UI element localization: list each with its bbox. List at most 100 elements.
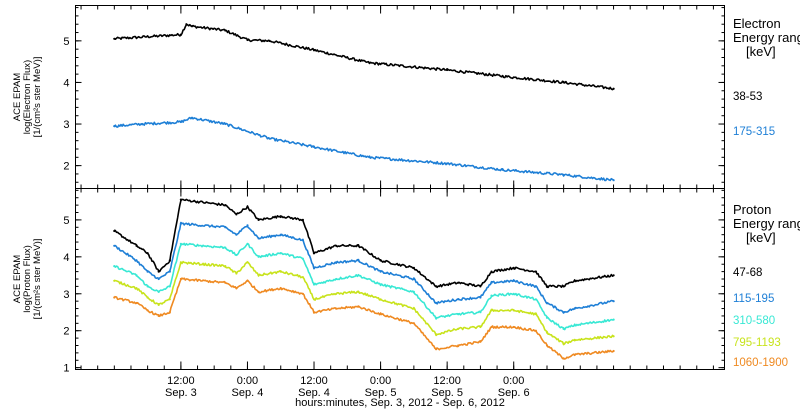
proton-point xyxy=(435,301,438,305)
proton-ylabel-line-3: [1/(cm²s ster MeV)] xyxy=(32,239,43,320)
proton-ytick-label-1: 1 xyxy=(63,363,69,375)
proton-point xyxy=(312,298,316,301)
proton-point xyxy=(573,324,576,327)
x-axis-label: hours:minutes, Sep. 3, 2012 - Sep. 6, 20… xyxy=(295,397,505,409)
proton-point xyxy=(168,311,171,314)
proton-point xyxy=(335,307,338,310)
proton-point xyxy=(113,229,116,233)
proton-y-label: ACE EPAM log(Proton Flux) [1/(cm²s ster … xyxy=(12,239,43,320)
electron-point xyxy=(179,120,182,124)
proton-point xyxy=(490,325,493,329)
proton-point xyxy=(457,327,460,330)
proton-point xyxy=(457,281,460,284)
proton-point xyxy=(335,244,338,247)
electron-point xyxy=(141,122,144,126)
electron-point xyxy=(268,137,271,140)
proton-ytick-label-4: 4 xyxy=(63,252,69,264)
proton-point xyxy=(113,279,116,282)
proton-point xyxy=(545,285,549,288)
proton-point xyxy=(573,307,576,310)
electron-ylabel-line-1: ACE EPAM xyxy=(12,73,23,121)
proton-legend-entry-3: 310-580 xyxy=(733,315,775,327)
proton-ytick-label-2: 2 xyxy=(63,326,69,338)
proton-series-group xyxy=(113,198,615,360)
proton-point xyxy=(257,274,260,277)
electron-point xyxy=(246,38,249,42)
proton-point xyxy=(534,329,538,332)
electron-ylabel-line-3: [1/(cm²s ster MeV)] xyxy=(32,57,43,138)
proton-point xyxy=(168,270,171,273)
electron-legend-title: Electron xyxy=(733,16,781,31)
proton-legend-entry-4: 795-1193 xyxy=(733,337,781,349)
proton-point xyxy=(146,252,149,255)
electron-series-38-53 xyxy=(113,23,615,91)
electron-point xyxy=(446,68,449,72)
proton-series-115-195 xyxy=(113,221,615,314)
proton-point xyxy=(224,204,227,207)
proton-point xyxy=(335,292,338,295)
xtick-time-label-1: 0:00 xyxy=(237,375,258,387)
proton-point xyxy=(562,311,565,314)
proton-point xyxy=(612,300,615,303)
proton-point xyxy=(562,342,565,345)
proton-point xyxy=(257,237,260,240)
electron-legend-unit: [keV] xyxy=(746,44,776,59)
proton-point xyxy=(301,218,304,221)
proton-point xyxy=(357,305,360,308)
proton-point xyxy=(279,215,282,218)
xtick-date-label-1: Sep. 4 xyxy=(232,387,264,399)
xtick-time-label-0: 12:00 xyxy=(167,375,195,387)
proton-point xyxy=(235,287,238,290)
proton-point xyxy=(179,198,182,201)
proton-point xyxy=(146,296,149,299)
xtick-date-label-4: Sep. 5 xyxy=(431,387,463,399)
proton-point xyxy=(246,279,249,282)
proton-point xyxy=(135,274,138,277)
proton-point xyxy=(512,292,515,295)
proton-ytick-label-3: 3 xyxy=(63,289,69,301)
proton-point xyxy=(534,313,538,316)
proton-point xyxy=(301,292,304,295)
electron-legend: Electron Energy range [keV] 38-53 175-31… xyxy=(733,16,800,138)
proton-point xyxy=(279,287,282,290)
proton-point xyxy=(224,265,227,268)
proton-series-310-580 xyxy=(113,242,615,331)
electron-point xyxy=(562,173,565,176)
electron-point xyxy=(501,168,504,171)
proton-point xyxy=(135,259,138,262)
electron-legend-entry-2: 175-315 xyxy=(733,126,775,138)
proton-point xyxy=(573,279,576,282)
proton-point xyxy=(113,265,116,268)
proton-point xyxy=(545,344,549,347)
proton-point xyxy=(224,246,227,249)
proton-point xyxy=(412,322,415,325)
electron-legend-entry-1: 38-53 xyxy=(733,91,762,103)
proton-point xyxy=(301,239,304,242)
proton-series-line-47-68 xyxy=(113,198,615,289)
proton-point xyxy=(235,272,238,275)
electron-y-label: ACE EPAM log(Electron Flux) [1/(cm²s ste… xyxy=(12,57,43,138)
proton-point xyxy=(490,294,493,297)
proton-point xyxy=(146,309,149,312)
electron-y-axis: 2 3 4 5 xyxy=(63,5,725,189)
proton-point xyxy=(279,233,282,236)
proton-point xyxy=(157,290,160,293)
proton-point xyxy=(235,253,238,257)
electron-point xyxy=(268,39,271,43)
electron-point xyxy=(224,122,227,126)
electron-point xyxy=(224,29,227,32)
proton-point xyxy=(168,259,171,262)
proton-point xyxy=(312,252,316,255)
proton-point xyxy=(490,270,493,273)
proton-point xyxy=(490,281,493,284)
electron-point xyxy=(368,156,371,159)
proton-point xyxy=(168,298,171,301)
proton-point xyxy=(490,309,493,312)
proton-legend-entry-5: 1060-1900 xyxy=(733,357,788,369)
xtick-time-label-3: 0:00 xyxy=(370,375,391,387)
proton-point xyxy=(246,242,249,245)
proton-point xyxy=(312,266,316,269)
proton-point xyxy=(157,314,160,317)
proton-point xyxy=(301,257,304,260)
proton-point xyxy=(113,296,116,299)
